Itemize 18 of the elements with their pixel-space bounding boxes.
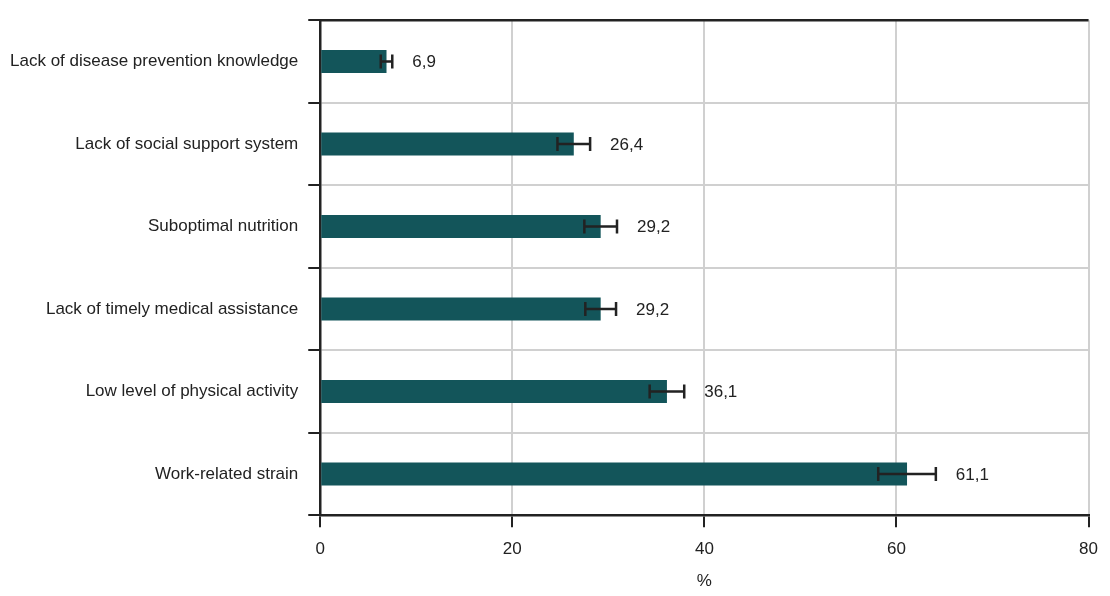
data-label: 6,9: [412, 52, 436, 72]
y-tick-label: Lack of disease prevention knowledge: [9, 51, 299, 71]
y-tick-label: Suboptimal nutrition: [147, 216, 299, 236]
y-tick-label: Low level of physical activity: [85, 381, 299, 401]
data-label: 26,4: [610, 134, 644, 154]
data-label: 29,2: [636, 299, 670, 319]
x-axis-title: %: [696, 571, 712, 591]
y-tick-label: Lack of social support system: [75, 133, 299, 153]
x-tick-label: 20: [502, 539, 522, 559]
data-label: 61,1: [955, 464, 989, 484]
x-tick-label: 40: [694, 539, 714, 559]
x-tick-label: 60: [887, 539, 906, 559]
y-tick-label: Lack of timely medical assistance: [45, 298, 299, 318]
y-tick-label: Work-related strain: [154, 463, 299, 483]
x-tick-label: 80: [1079, 539, 1099, 559]
data-label: 29,2: [637, 217, 671, 237]
x-tick-label: 0: [315, 539, 325, 559]
data-label: 36,1: [704, 382, 738, 402]
